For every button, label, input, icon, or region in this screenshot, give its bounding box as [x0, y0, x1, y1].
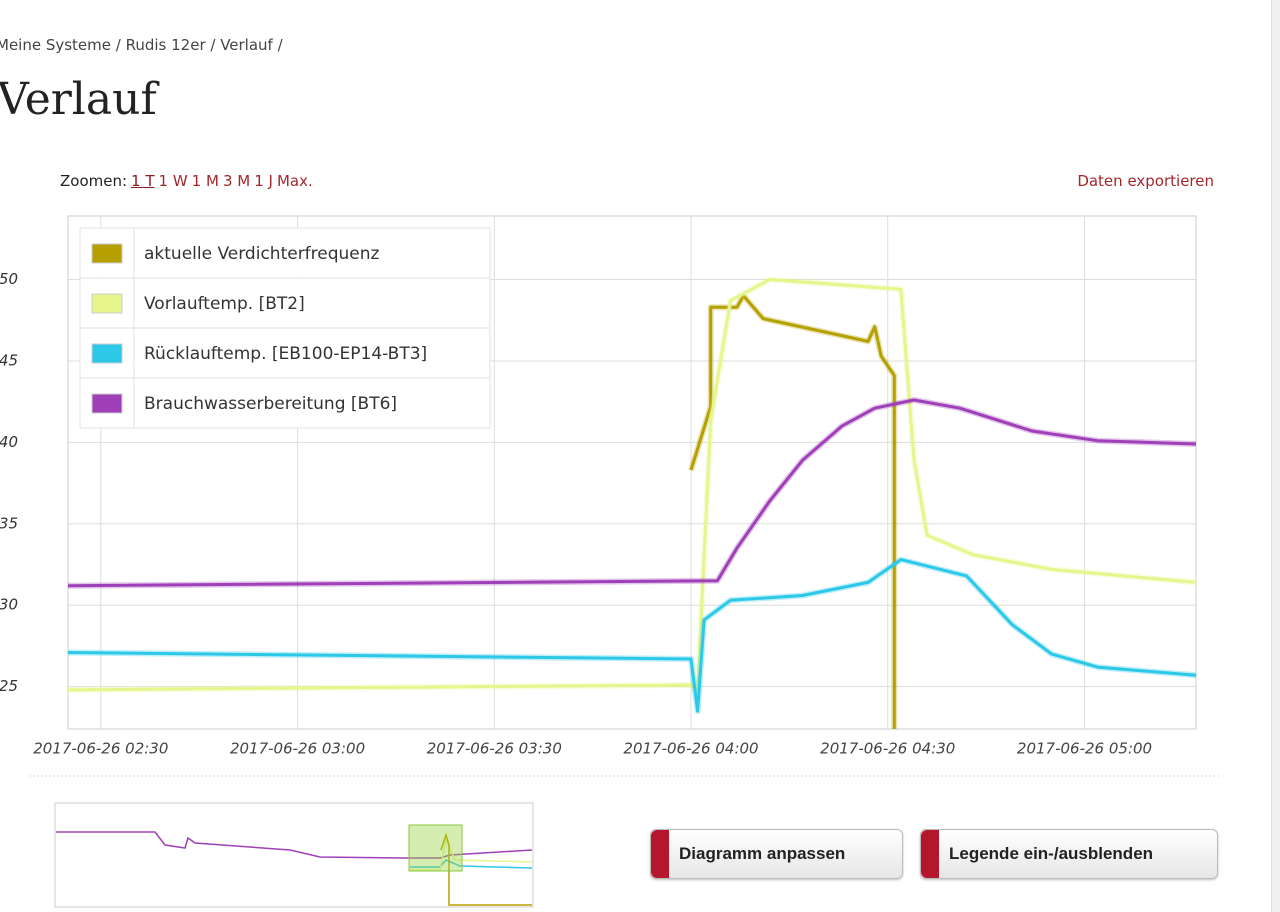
legend-label: Rücklauftemp. [EB100-EP14-BT3]: [144, 344, 427, 364]
legend: aktuelle Verdichterfrequenz Vorlauftemp. …: [79, 227, 491, 429]
x-tick-label: 2017-06-26 03:00: [230, 740, 365, 758]
x-tick-label: 2017-06-26 04:00: [623, 740, 758, 758]
y-tick-label: 40: [0, 433, 18, 451]
legend-swatch: [91, 393, 123, 414]
y-tick-label: 50: [0, 270, 18, 288]
zoom-option[interactable]: 1 M: [191, 172, 219, 190]
legend-label: aktuelle Verdichterfrequenz: [144, 244, 380, 264]
legend-label: Brauchwasserbereitung [BT6]: [144, 394, 397, 414]
zoom-option[interactable]: 1 W: [158, 172, 188, 190]
zoom-option[interactable]: Max.: [276, 172, 313, 190]
zoom-option[interactable]: 1 J: [254, 172, 273, 190]
x-tick-label: 2017-06-26 02:30: [33, 740, 168, 758]
series-line: [67, 398, 1197, 588]
navigator: [54, 802, 534, 908]
zoom-option[interactable]: 1 T: [131, 172, 155, 190]
series-line: [689, 294, 896, 729]
button[interactable]: Diagramm anpassen: [650, 829, 903, 879]
button[interactable]: Legende ein-/ausblenden: [920, 829, 1218, 879]
series-line: [67, 278, 1197, 692]
heading: Verlauf: [0, 74, 157, 125]
breadcrumb[interactable]: Meine Systeme / Rudis 12er / Verlauf /: [0, 36, 283, 54]
y-tick-label: 25: [0, 677, 18, 695]
x-tick-label: 2017-06-26 03:30: [427, 740, 562, 758]
legend-label: Vorlauftemp. [BT2]: [144, 294, 305, 314]
series-line: [67, 558, 1197, 713]
zoom-option[interactable]: 3 M: [222, 172, 251, 190]
y-tick-label: 30: [0, 596, 18, 614]
scrollbar: [1271, 0, 1280, 912]
zoom-label: Zoomen:: [60, 172, 128, 190]
export-link[interactable]: Daten exportieren: [1077, 172, 1214, 190]
y-tick-label: 35: [0, 514, 18, 532]
y-tick-label: 45: [0, 351, 18, 369]
legend-swatch: [91, 243, 123, 264]
legend-swatch: [91, 293, 123, 314]
x-tick-label: 2017-06-26 05:00: [1017, 740, 1152, 758]
x-tick-label: 2017-06-26 04:30: [820, 740, 955, 758]
legend-swatch: [91, 343, 123, 364]
